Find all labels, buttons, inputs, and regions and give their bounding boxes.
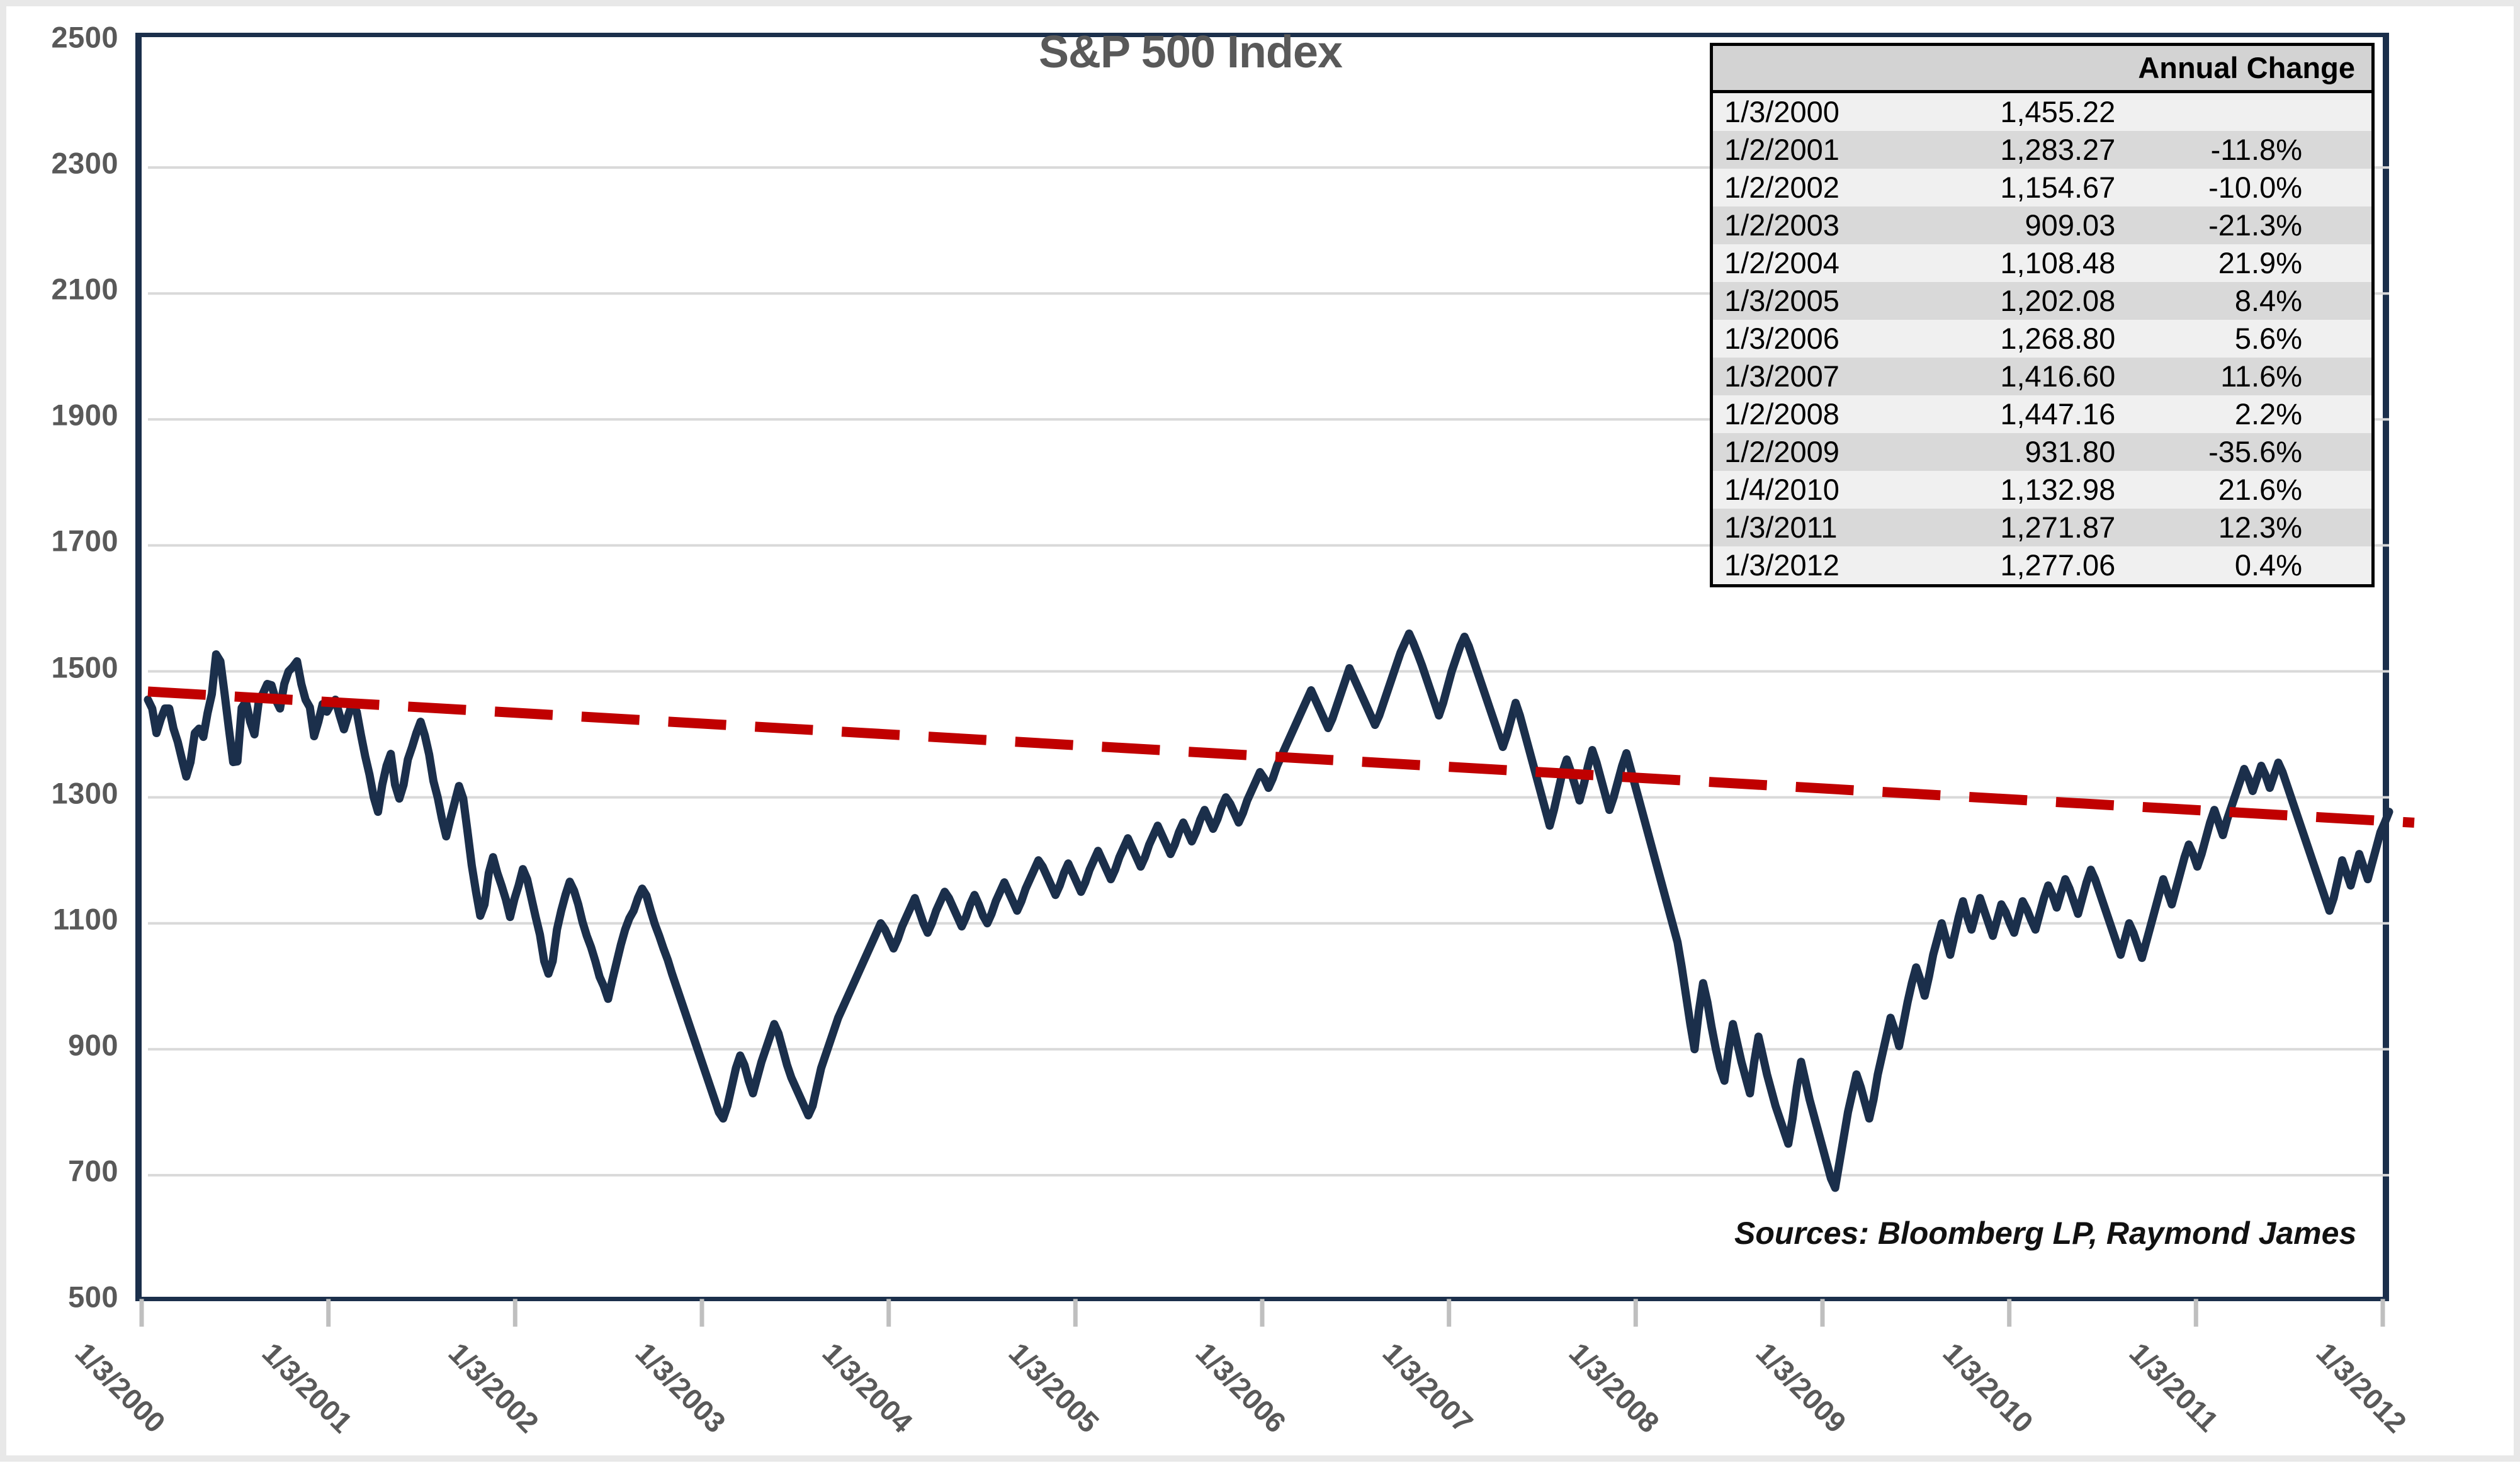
x-axis-tick-label: 1/3/2007 <box>1376 1336 1479 1439</box>
table-cell-value: 1,108.48 <box>2000 246 2116 279</box>
sp500-price-line <box>144 629 2393 1192</box>
annual-change-table-body: 1/3/2000 1,455.22 1/2/2001 1,283.27 -11.8% 1/… <box>1711 91 2373 586</box>
table-cell-change: 12.3% <box>2218 511 2302 544</box>
table-row: 1/4/2010 1,132.98 21.6% <box>1711 471 2373 509</box>
table-row: 1/3/2011 1,271.87 12.3% <box>1711 509 2373 546</box>
table-cell-value: 1,283.27 <box>2000 133 2116 166</box>
table-cell-date: 1/2/2009 <box>1724 435 1839 468</box>
table-cell-change: 8.4% <box>2234 284 2302 317</box>
x-axis-tick-label: 1/3/2002 <box>442 1336 546 1439</box>
x-axis-ticks <box>139 1299 2385 1327</box>
table-cell-change: 2.2% <box>2234 397 2302 431</box>
table-cell-date: 1/2/2004 <box>1724 246 1839 279</box>
table-cell-value: 1,268.80 <box>2000 322 2116 355</box>
table-cell-change: -11.8% <box>2210 133 2302 166</box>
table-cell-change: 11.6% <box>2220 359 2302 393</box>
y-axis-tick-label: 900 <box>68 1028 118 1062</box>
y-axis-tick-label: 1700 <box>51 524 118 558</box>
chart-title: S&P 500 Index <box>1039 27 1343 77</box>
table-cell-change: -10.0% <box>2208 171 2302 204</box>
annual-change-table-head: Annual Change <box>1711 44 2373 93</box>
table-row: 1/2/2004 1,108.48 21.9% <box>1711 244 2373 282</box>
table-cell-change: 5.6% <box>2234 322 2302 355</box>
x-axis-tick-label: 1/3/2010 <box>1936 1336 2040 1439</box>
table-cell-value: 1,277.06 <box>2000 548 2116 582</box>
x-axis-tick-label: 1/3/2011 <box>2123 1336 2225 1438</box>
table-cell-date: 1/2/2001 <box>1724 133 1839 166</box>
table-cell-change: 21.6% <box>2218 473 2302 506</box>
table-cell-value: 931.80 <box>2025 435 2116 468</box>
table-cell-date: 1/2/2003 <box>1724 208 1839 242</box>
y-axis-labels: 2500 2300 2100 1900 1700 1500 1300 1100 900 700 50… <box>6 6 126 1328</box>
table-cell-value: 1,455.22 <box>2000 95 2116 128</box>
annual-change-table: Annual Change 1/3/2000 1,455.22 1/2/2001 1,… <box>1710 43 2375 587</box>
x-axis-tick-label: 1/3/2012 <box>2310 1336 2413 1439</box>
x-axis-tick-label: 1/3/2000 <box>69 1336 172 1439</box>
y-axis-tick-label: 1500 <box>51 650 118 684</box>
table-cell-date: 1/3/2006 <box>1724 322 1839 355</box>
table-cell-date: 1/2/2008 <box>1724 397 1839 431</box>
y-axis-tick-label: 2300 <box>51 146 118 180</box>
table-row: 1/3/2007 1,416.60 11.6% <box>1711 358 2373 395</box>
table-row: 1/2/2003 909.03 -21.3% <box>1711 206 2373 244</box>
y-axis-tick-label: 2100 <box>51 272 118 306</box>
x-axis-tick-label: 1/3/2003 <box>629 1336 732 1439</box>
x-axis-tick-label: 1/3/2006 <box>1189 1336 1292 1439</box>
y-axis-tick-label: 1300 <box>51 776 118 810</box>
table-row: 1/3/2005 1,202.08 8.4% <box>1711 282 2373 320</box>
table-header-blank <box>1711 44 2127 93</box>
table-cell-date: 1/2/2002 <box>1724 171 1839 204</box>
table-cell-change: 21.9% <box>2218 246 2302 279</box>
table-cell-date: 1/3/2011 <box>1724 511 1838 544</box>
y-axis-tick-label: 1900 <box>51 398 118 432</box>
table-cell-value: 909.03 <box>2025 208 2116 242</box>
table-row: 1/2/2001 1,283.27 -11.8% <box>1711 131 2373 169</box>
table-cell-change: -35.6% <box>2208 435 2302 468</box>
table-cell-date: 1/3/2012 <box>1724 548 1839 582</box>
table-cell-change <box>2127 92 2373 132</box>
table-cell-value: 1,416.60 <box>2000 359 2116 393</box>
table-cell-change: -21.3% <box>2208 208 2302 242</box>
trendline <box>147 686 2415 828</box>
plot-area <box>135 33 2415 1301</box>
table-row: 1/2/2008 1,447.16 2.2% <box>1711 395 2373 433</box>
table-cell-value: 1,132.98 <box>2000 473 2116 506</box>
trend-dashed-line <box>147 686 2415 828</box>
table-cell-value: 1,202.08 <box>2000 284 2116 317</box>
table-header-row: Annual Change <box>1711 44 2373 93</box>
table-row: 1/3/2006 1,268.80 5.6% <box>1711 320 2373 358</box>
table-cell-change: 0.4% <box>2234 548 2302 582</box>
x-axis-tick-label: 1/3/2005 <box>1002 1336 1106 1439</box>
y-axis-tick-label: 1100 <box>53 902 118 936</box>
table-cell-value: 1,271.87 <box>2000 511 2116 544</box>
x-axis-tick-label: 1/3/2004 <box>816 1336 919 1439</box>
y-axis-tick-label: 2500 <box>51 20 118 54</box>
sp500-line-series <box>144 629 2393 1192</box>
x-axis-tick-label: 1/3/2001 <box>256 1336 359 1439</box>
table-header-annual-change: Annual Change <box>2127 44 2373 93</box>
x-axis-tick-label: 1/3/2009 <box>1749 1336 1853 1439</box>
table-cell-date: 1/3/2000 <box>1724 95 1839 128</box>
table-cell-value: 1,154.67 <box>2000 171 2116 204</box>
x-axis-tick-label: 1/3/2008 <box>1562 1336 1666 1439</box>
table-row: 1/3/2012 1,277.06 0.4% <box>1711 546 2373 586</box>
source-note: Sources: Bloomberg LP, Raymond James <box>1734 1216 2357 1251</box>
y-axis-tick-label: 700 <box>68 1154 118 1188</box>
table-row: 1/2/2009 931.80 -35.6% <box>1711 433 2373 471</box>
table-cell-date: 1/4/2010 <box>1724 473 1839 506</box>
table-row: 1/3/2000 1,455.22 <box>1711 91 2373 132</box>
table-cell-date: 1/3/2007 <box>1724 359 1839 393</box>
table-cell-value: 1,447.16 <box>2000 397 2116 431</box>
y-axis-tick-label: 500 <box>68 1280 118 1314</box>
table-row: 1/2/2002 1,154.67 -10.0% <box>1711 169 2373 206</box>
table-cell-date: 1/3/2005 <box>1724 284 1839 317</box>
